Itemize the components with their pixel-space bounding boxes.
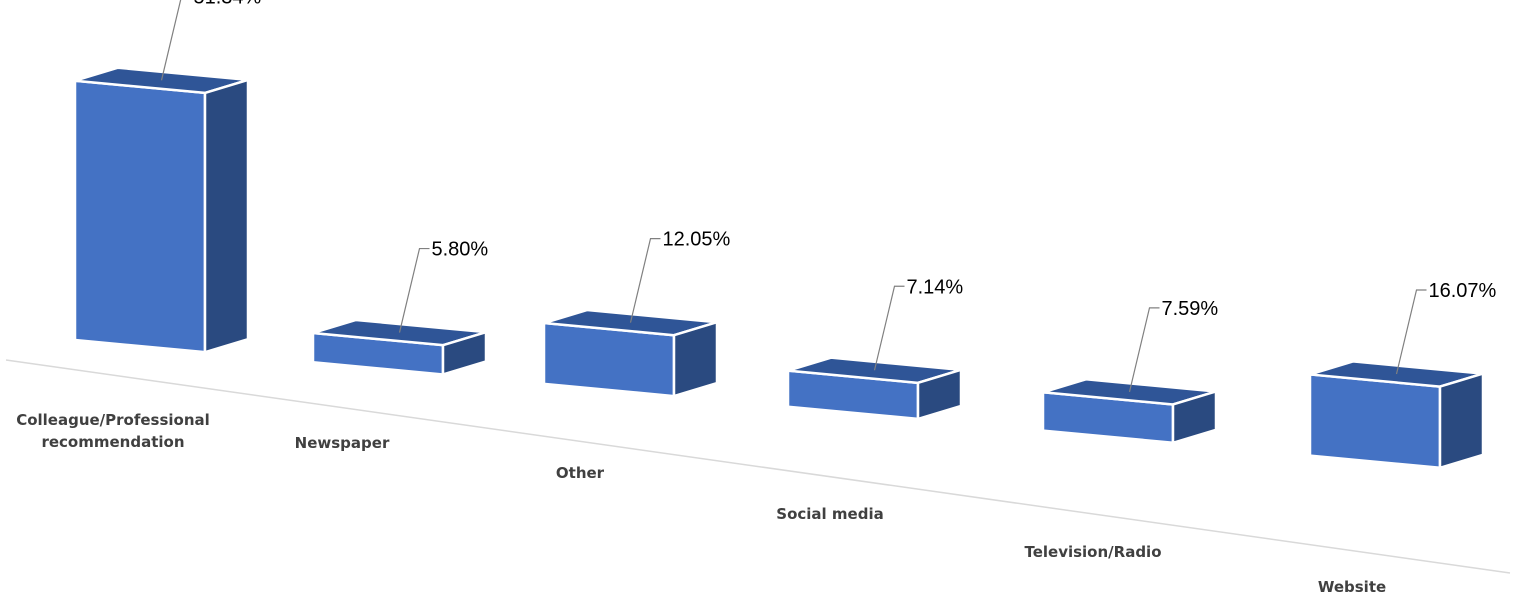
bar-3 (786, 356, 963, 421)
bar-side-face (672, 320, 719, 398)
value-label: 5.80% (432, 239, 489, 261)
bar-side-face (1171, 390, 1218, 445)
bar-0 (73, 66, 250, 354)
category-label: Colleague/Professional recommendation (16, 411, 210, 451)
category-label-line: recommendation (41, 433, 184, 451)
bars-layer (73, 66, 1485, 470)
category-label-line: Website (1318, 578, 1386, 594)
category-label-line: Colleague/Professional (16, 411, 210, 429)
leader-lines-layer (160, 0, 1427, 392)
category-label: Other (556, 464, 605, 482)
bar-side-face (1438, 372, 1485, 470)
category-label-line: Other (556, 464, 605, 482)
category-label-line: Social media (776, 505, 883, 523)
bar-side-face (916, 368, 963, 421)
bar-front-face (73, 79, 207, 354)
value-leader-line (1395, 289, 1427, 375)
value-label: 51.34% (194, 0, 262, 8)
value-label: 7.14% (907, 276, 964, 298)
value-label: 12.05% (663, 229, 731, 251)
category-label: Social media (776, 505, 883, 523)
bar-side-face (441, 330, 488, 376)
bar-1 (311, 318, 488, 376)
category-label: Newspaper (295, 434, 390, 452)
bar-side-face (203, 78, 250, 354)
value-leader-line (1128, 307, 1160, 392)
bar-5 (1308, 360, 1485, 470)
category-label: Television/Radio (1024, 543, 1161, 561)
bar-4 (1041, 378, 1218, 445)
category-label-line: Television/Radio (1024, 543, 1161, 561)
labels-layer: 51.34% Colleague/Professional recommendati… (16, 0, 1496, 594)
x-axis-baseline (5, 359, 1511, 574)
category-label: Website (1318, 578, 1386, 594)
category-label-line: Newspaper (295, 434, 390, 452)
value-leader-line (873, 285, 905, 371)
value-leader-line (160, 0, 182, 81)
value-leader-line (398, 247, 430, 333)
bar-front-face (1308, 373, 1442, 470)
value-label: 7.59% (1162, 298, 1219, 320)
bar-2 (542, 308, 719, 398)
value-leader-line (629, 238, 661, 323)
value-label: 16.07% (1429, 280, 1497, 302)
